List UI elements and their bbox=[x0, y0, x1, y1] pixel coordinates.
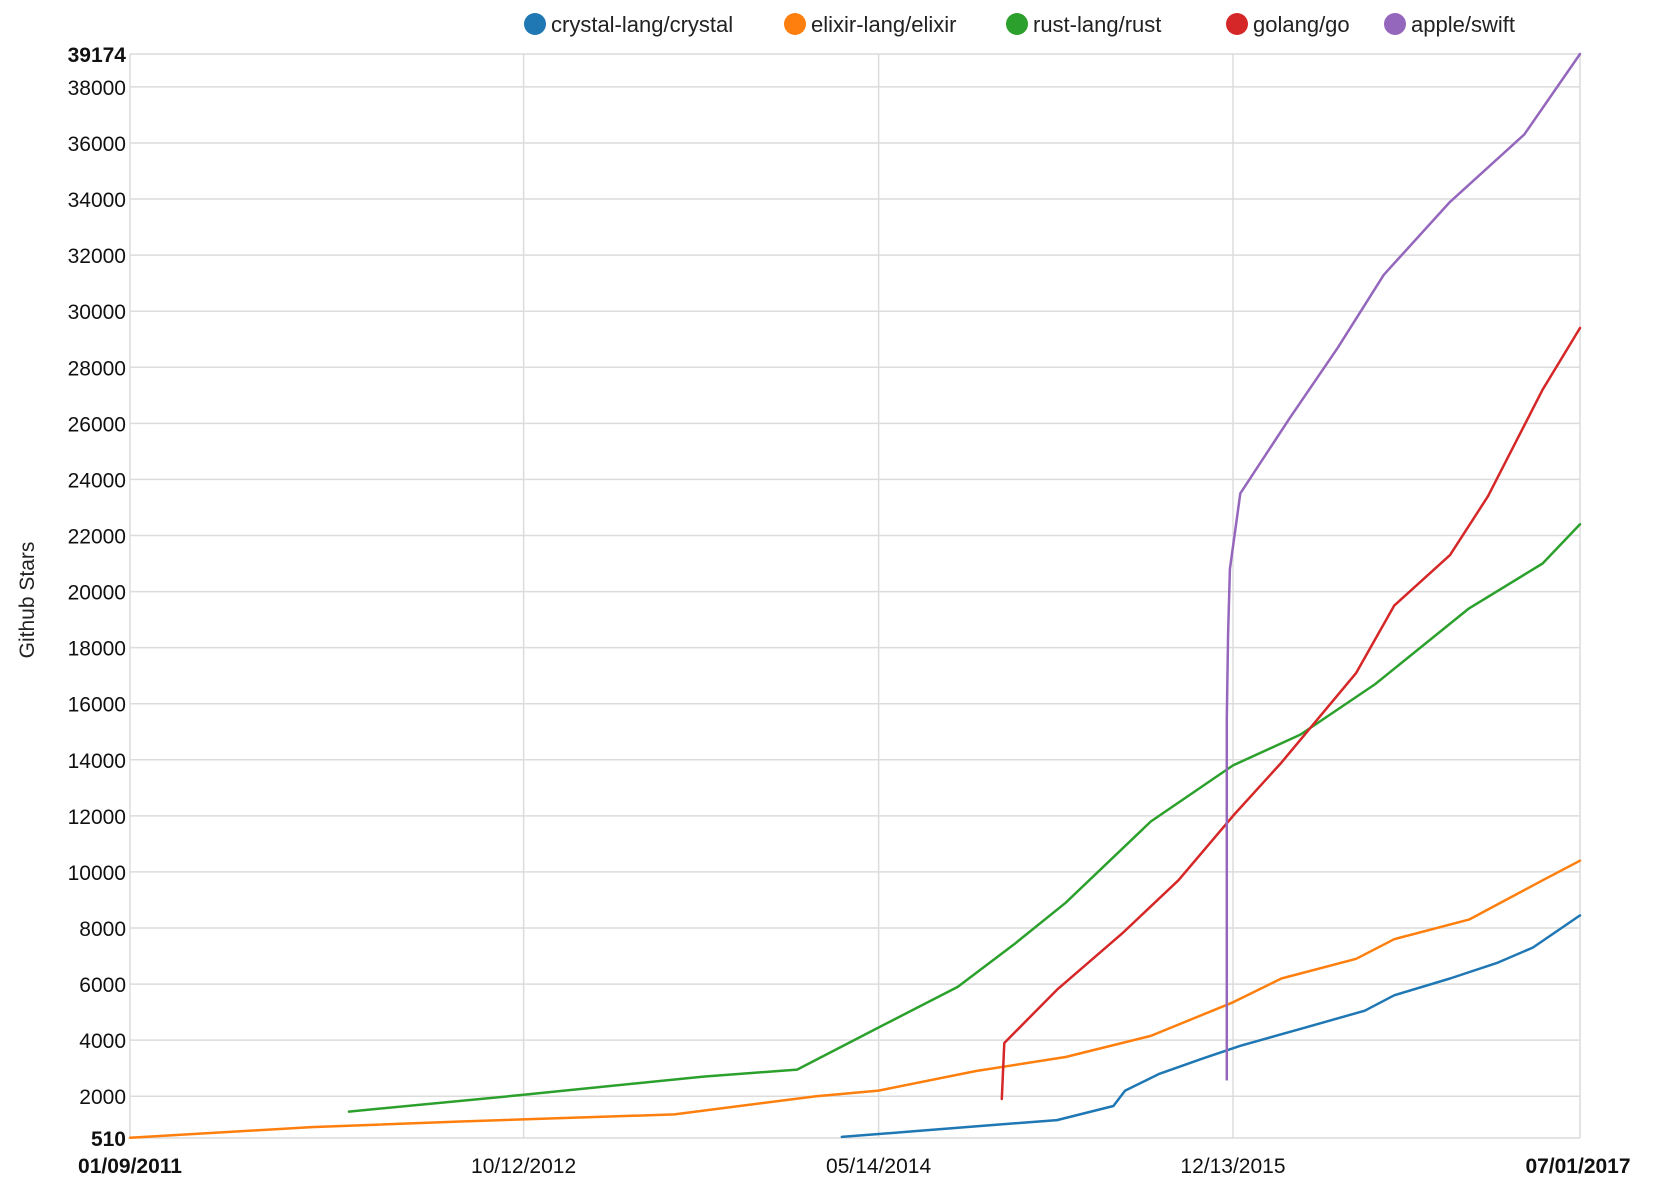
legend-label: rust-lang/rust bbox=[1033, 12, 1161, 37]
y-tick-label: 4000 bbox=[79, 1030, 126, 1053]
x-tick-label: 10/12/2012 bbox=[471, 1155, 576, 1178]
legend-label: golang/go bbox=[1253, 12, 1350, 37]
series-lines bbox=[128, 52, 1582, 1139]
y-tick-label: 22000 bbox=[68, 525, 126, 548]
y-tick-label: 12000 bbox=[68, 806, 126, 829]
y-tick-label: 32000 bbox=[68, 245, 126, 268]
legend-swatch bbox=[1006, 13, 1028, 35]
y-tick-label: 8000 bbox=[79, 918, 126, 941]
series-line-crystal-lang-crystal bbox=[840, 914, 1582, 1139]
legend-item[interactable]: rust-lang/rust bbox=[1006, 12, 1161, 37]
y-tick-label: 26000 bbox=[68, 413, 126, 436]
y-tick-label: 6000 bbox=[79, 974, 126, 997]
series-line-apple-swift bbox=[1225, 52, 1582, 1081]
y-tick-label: 36000 bbox=[68, 133, 126, 156]
y-tick-label: 24000 bbox=[68, 469, 126, 492]
legend-label: crystal-lang/crystal bbox=[551, 12, 733, 37]
y-tick-label: 16000 bbox=[68, 694, 126, 717]
legend-item[interactable]: elixir-lang/elixir bbox=[784, 12, 956, 37]
y-tick-label: 39174 bbox=[68, 44, 127, 67]
x-axis-ticks: 01/09/2011 10/12/2012 05/14/2014 12/13/2015… bbox=[78, 1155, 1631, 1178]
legend-swatch bbox=[1226, 13, 1248, 35]
x-tick-label: 01/09/2011 bbox=[78, 1155, 182, 1178]
series-line-rust-lang-rust bbox=[347, 523, 1582, 1113]
y-axis-title: Github Stars bbox=[16, 542, 39, 659]
legend-swatch bbox=[524, 13, 546, 35]
series-line-golang-go bbox=[1000, 326, 1582, 1101]
grid bbox=[129, 53, 1581, 1139]
y-tick-label: 10000 bbox=[68, 862, 126, 885]
legend-item[interactable]: golang/go bbox=[1226, 12, 1350, 37]
y-tick-label: 14000 bbox=[68, 750, 126, 773]
legend-item[interactable]: crystal-lang/crystal bbox=[524, 12, 733, 37]
y-tick-label: 38000 bbox=[68, 77, 126, 100]
series-line-elixir-lang-elixir bbox=[128, 859, 1582, 1139]
legend[interactable]: crystal-lang/crystal elixir-lang/elixir ru… bbox=[524, 12, 1515, 37]
y-tick-label: 2000 bbox=[79, 1086, 126, 1109]
x-tick-label: 07/01/2017 bbox=[1525, 1155, 1630, 1178]
y-axis-ticks: 510 2000 4000 6000 8000 10000 12000 14000 16000 1… bbox=[68, 44, 127, 1151]
y-tick-label: 34000 bbox=[68, 189, 126, 212]
y-tick-label: 20000 bbox=[68, 582, 126, 605]
legend-swatch bbox=[1384, 13, 1406, 35]
legend-label: elixir-lang/elixir bbox=[811, 12, 956, 37]
y-tick-label: 510 bbox=[91, 1128, 126, 1151]
legend-item[interactable]: apple/swift bbox=[1384, 12, 1515, 37]
legend-label: apple/swift bbox=[1411, 12, 1515, 37]
x-tick-label: 12/13/2015 bbox=[1180, 1155, 1285, 1178]
y-tick-label: 28000 bbox=[68, 357, 126, 380]
y-tick-label: 18000 bbox=[68, 638, 126, 661]
y-tick-label: 30000 bbox=[68, 301, 126, 324]
legend-swatch bbox=[784, 13, 806, 35]
x-tick-label: 05/14/2014 bbox=[826, 1155, 931, 1178]
